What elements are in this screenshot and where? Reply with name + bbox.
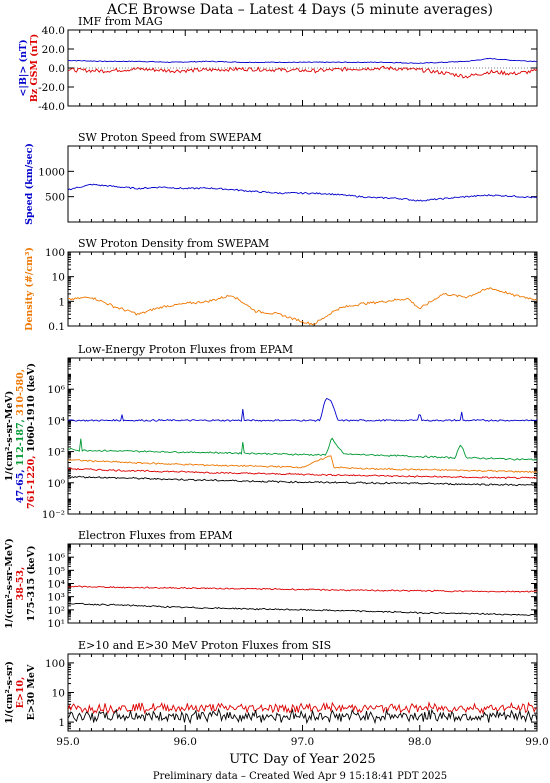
y-tick-label: 20.0 bbox=[42, 44, 65, 56]
panel-title: SW Proton Density from SWEPAM bbox=[78, 237, 269, 250]
y-tick-label: -20.0 bbox=[38, 82, 65, 94]
y-axis-label: Density (#/cm³) bbox=[24, 247, 35, 331]
series-line-red bbox=[68, 585, 537, 593]
y-tick-label: 10² bbox=[47, 605, 65, 617]
panel-title: Electron Fluxes from EPAM bbox=[78, 529, 233, 542]
y-axis-label: 175-315 (keV) bbox=[26, 546, 37, 622]
y-tick-label: 10⁵ bbox=[47, 565, 65, 577]
y-axis-label: 1/(cm²-s-sr-MeV) bbox=[4, 391, 15, 482]
y-axis-label: <|B|> (nT) bbox=[18, 39, 29, 96]
x-tick-label: 99.0 bbox=[525, 736, 548, 748]
y-axis-label: E>10, bbox=[15, 677, 26, 709]
y-tick-label: 10² bbox=[47, 447, 65, 459]
series-line-blue bbox=[68, 397, 537, 422]
y-tick-label: 100 bbox=[45, 247, 65, 259]
y-tick-label: 10³ bbox=[47, 592, 65, 604]
y-tick-label: 10⁶ bbox=[47, 552, 65, 564]
y-axis-label: Bz GSM (nT) bbox=[29, 34, 40, 103]
y-tick-label: 1 bbox=[58, 717, 65, 729]
series-line-blue bbox=[68, 183, 537, 202]
x-tick-label: 95.0 bbox=[56, 736, 79, 748]
y-tick-label: -40.0 bbox=[38, 101, 65, 113]
x-tick-label: 96.0 bbox=[174, 736, 197, 748]
panel-title: IMF from MAG bbox=[78, 15, 163, 28]
series-line-blue bbox=[68, 57, 537, 64]
series-line-black bbox=[68, 475, 537, 486]
footer-text: Preliminary data – Created Wed Apr 9 15:… bbox=[153, 771, 447, 782]
series-line-red bbox=[68, 701, 537, 715]
plot-frame bbox=[67, 145, 538, 223]
x-tick-label: 97.0 bbox=[291, 736, 314, 748]
panel-title: E>10 and E>30 MeV Proton Fluxes from SIS bbox=[78, 639, 331, 652]
plot-frame bbox=[67, 357, 538, 515]
y-tick-label: 10⁴ bbox=[47, 415, 65, 427]
y-tick-label: 100 bbox=[45, 658, 65, 670]
y-tick-label: 10¹ bbox=[47, 618, 65, 630]
panel-title: Low-Energy Proton Fluxes from EPAM bbox=[78, 343, 293, 356]
x-tick-label: 98.0 bbox=[408, 736, 431, 748]
page-title: ACE Browse Data – Latest 4 Days (5 minut… bbox=[106, 2, 493, 18]
panel-2: SW Proton Speed from SWEPAM 500 1000Speed … bbox=[24, 131, 538, 225]
x-axis-label: UTC Day of Year 2025 bbox=[229, 752, 375, 767]
y-tick-label: 500 bbox=[45, 192, 65, 204]
y-axis-label: 761-1220, 1060-1910 (keV) bbox=[26, 363, 37, 509]
panel-title: SW Proton Speed from SWEPAM bbox=[78, 131, 262, 144]
series-line-black bbox=[68, 602, 537, 616]
y-axis-label: 47-65, 112-187, 310-580, bbox=[15, 369, 26, 503]
y-tick-label: 0.0 bbox=[48, 63, 65, 75]
y-tick-label: 0.1 bbox=[48, 321, 65, 333]
y-tick-label: 10⁻² bbox=[42, 509, 65, 521]
series-line-orange bbox=[68, 287, 537, 326]
y-tick-label: 1000 bbox=[38, 166, 65, 178]
y-axis-label: 1/(cm²-s-sr-MeV) bbox=[4, 538, 15, 629]
y-tick-label: 10⁴ bbox=[47, 579, 65, 591]
y-tick-label: 10 bbox=[52, 688, 65, 700]
y-tick-label: 40.0 bbox=[42, 25, 65, 37]
y-axis-label: E>30 MeV bbox=[26, 664, 37, 720]
series-line-green bbox=[68, 437, 537, 461]
y-axis-label: 1/(cm²-s-sr) bbox=[4, 661, 15, 724]
series-line-orange bbox=[68, 455, 537, 474]
y-tick-label: 10⁰ bbox=[47, 478, 65, 490]
y-axis-label: Speed (km/sec) bbox=[24, 143, 35, 225]
y-tick-label: 10 bbox=[52, 272, 65, 284]
panel-6: E>10 and E>30 MeV Proton Fluxes from SIS… bbox=[4, 639, 549, 767]
panel-1: IMF from MAG -40.0 -20.0 0.0 20.0 40.0 <|B|> (… bbox=[18, 15, 538, 113]
plot-frame bbox=[67, 251, 538, 327]
series-line-black bbox=[68, 707, 537, 725]
panel-4: Low-Energy Proton Fluxes from EPAM 10⁻² 10… bbox=[4, 343, 538, 521]
y-tick-label: 10⁶ bbox=[47, 384, 65, 396]
plot-frame bbox=[67, 653, 538, 732]
panel-3: SW Proton Density from SWEPAM 0.1 1 10 100 De… bbox=[24, 237, 538, 333]
series-line-red bbox=[68, 467, 537, 480]
y-tick-label: 1 bbox=[58, 296, 65, 308]
plot-frame bbox=[67, 543, 538, 624]
series-line-red bbox=[68, 65, 537, 79]
y-axis-label: 38-53, bbox=[15, 567, 26, 601]
